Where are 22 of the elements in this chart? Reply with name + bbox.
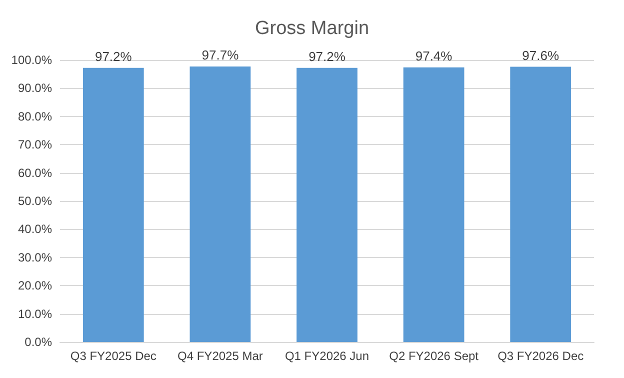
y-tick-label: 90.0% (18, 81, 52, 96)
x-tick-label: Q4 FY2025 Mar (178, 349, 263, 363)
y-tick-label: 0.0% (24, 335, 52, 349)
data-label: 97.6% (522, 48, 560, 63)
data-label: 97.2% (308, 48, 346, 64)
x-tick-label: Q2 FY2026 Sept (389, 349, 480, 363)
y-tick-label: 50.0% (18, 194, 52, 208)
y-tick-label: 60.0% (18, 166, 52, 180)
y-tick-label: 20.0% (18, 278, 52, 293)
y-tick-label: 40.0% (18, 222, 52, 236)
data-label: 97.7% (202, 47, 240, 62)
x-tick-label: Q1 FY2026 Jun (284, 349, 370, 363)
data-label: 97.2% (94, 48, 132, 64)
x-tick-label: Q3 FY2025 Dec (70, 349, 156, 363)
chart-title: Gross Margin (254, 18, 370, 39)
y-tick-label: 30.0% (18, 250, 52, 264)
data-label: 97.4% (415, 48, 453, 64)
y-tick-label: 70.0% (18, 138, 52, 152)
x-tick-label: Q3 FY2026 Dec (498, 349, 584, 363)
y-tick-label: 10.0% (18, 306, 52, 321)
y-tick-label: 80.0% (18, 109, 52, 124)
y-tick-label: 100.0% (11, 53, 52, 67)
